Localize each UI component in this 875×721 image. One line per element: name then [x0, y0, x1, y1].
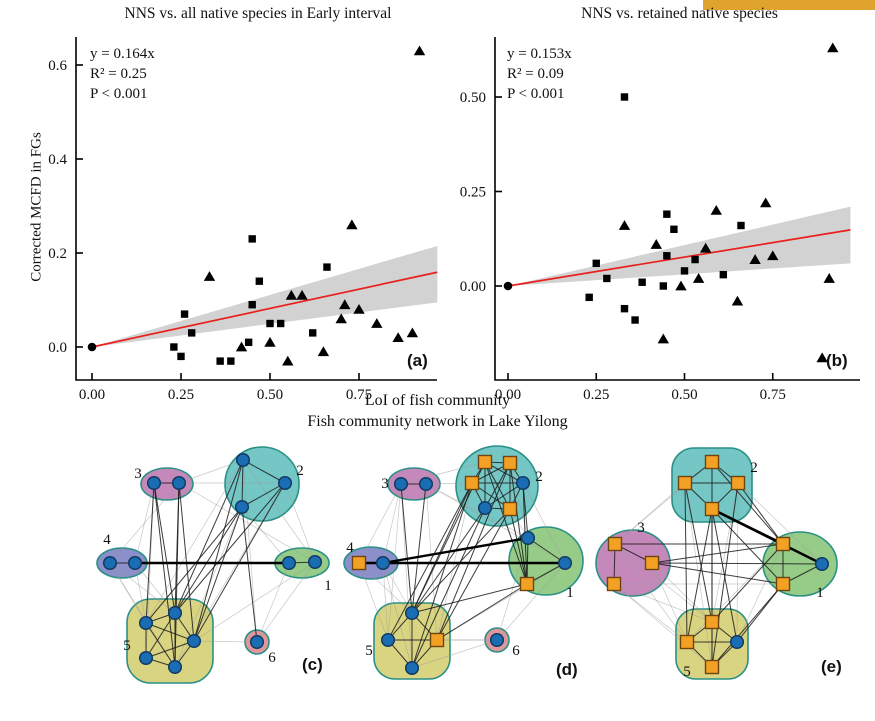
- svg-text:4: 4: [346, 540, 354, 556]
- svg-text:6: 6: [512, 643, 520, 659]
- panel-label-a: (a): [407, 351, 428, 370]
- svg-text:3: 3: [381, 476, 389, 492]
- svg-text:0.25: 0.25: [460, 185, 486, 201]
- panel-a-p-value: P < 0.001: [90, 86, 148, 102]
- svg-text:0.50: 0.50: [460, 90, 486, 106]
- svg-text:5: 5: [123, 638, 131, 654]
- network-section-title: Fish community network in Lake Yilong: [307, 413, 568, 430]
- x-axis-label: LoI of fish community: [364, 392, 511, 409]
- svg-text:0.25: 0.25: [583, 387, 609, 403]
- panel-b-p-value: P < 0.001: [507, 86, 565, 102]
- svg-text:0.6: 0.6: [48, 58, 67, 74]
- svg-text:0.75: 0.75: [760, 387, 786, 403]
- panel-b-equation: y = 0.153x: [507, 46, 572, 62]
- panel-b-stats: y = 0.153x R² = 0.09 P < 0.001: [507, 44, 572, 104]
- svg-text:0.00: 0.00: [495, 387, 521, 403]
- svg-text:2: 2: [535, 469, 543, 485]
- svg-text:1: 1: [324, 578, 332, 594]
- panel-b-title: NNS vs. retained native species: [581, 5, 778, 22]
- svg-text:5: 5: [683, 664, 691, 680]
- svg-text:4: 4: [103, 532, 111, 548]
- svg-text:6: 6: [268, 650, 276, 666]
- svg-text:1: 1: [566, 585, 574, 601]
- y-axis-label: Corrected MCFD in FGs: [28, 132, 45, 282]
- panel-label-b: (b): [826, 351, 848, 370]
- panel-b-r-squared: R² = 0.09: [507, 66, 564, 82]
- svg-text:0.50: 0.50: [671, 387, 697, 403]
- svg-text:3: 3: [134, 466, 142, 482]
- svg-text:3: 3: [637, 520, 645, 536]
- panel-a-r-squared: R² = 0.25: [90, 66, 147, 82]
- svg-text:0.00: 0.00: [79, 387, 105, 403]
- svg-text:0.75: 0.75: [346, 387, 372, 403]
- svg-text:0.50: 0.50: [257, 387, 283, 403]
- panel-a-equation: y = 0.164x: [90, 46, 155, 62]
- svg-text:2: 2: [296, 463, 304, 479]
- panel-label-e: (e): [821, 657, 842, 676]
- svg-text:0.00: 0.00: [460, 279, 486, 295]
- svg-text:5: 5: [365, 643, 373, 659]
- svg-text:0.4: 0.4: [48, 152, 67, 168]
- svg-text:0.25: 0.25: [168, 387, 194, 403]
- panel-a-stats: y = 0.164x R² = 0.25 P < 0.001: [90, 44, 155, 104]
- panel-label-d: (d): [556, 660, 578, 679]
- svg-text:1: 1: [816, 585, 824, 601]
- svg-text:0.0: 0.0: [48, 340, 67, 356]
- svg-text:0.2: 0.2: [48, 246, 67, 262]
- panel-label-c: (c): [302, 655, 323, 674]
- panel-a-title: NNS vs. all native species in Early inte…: [124, 5, 392, 22]
- page-highlight-bar: [703, 0, 875, 10]
- svg-text:2: 2: [750, 460, 758, 476]
